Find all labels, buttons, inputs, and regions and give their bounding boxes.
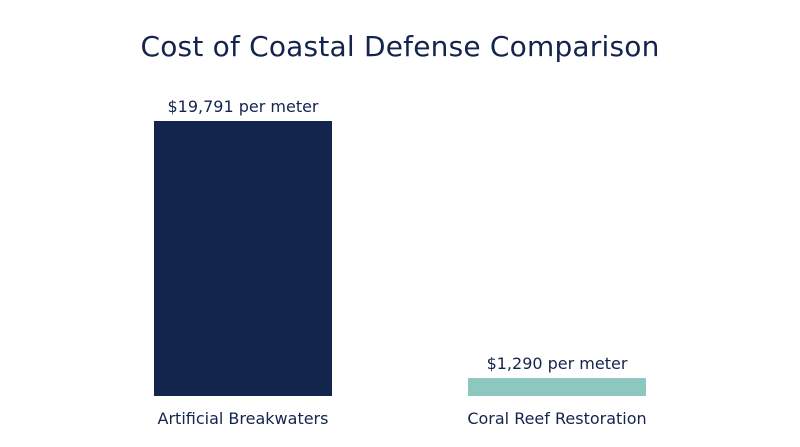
bar-coral-reef-restoration	[468, 378, 646, 396]
data-label: $1,290 per meter	[487, 354, 628, 373]
data-label: $19,791 per meter	[167, 97, 318, 116]
category-label: Artificial Breakwaters	[158, 409, 329, 428]
chart-title: Cost of Coastal Defense Comparison	[140, 30, 660, 63]
bar-artificial-breakwaters	[154, 121, 332, 396]
category-label: Coral Reef Restoration	[467, 409, 646, 428]
